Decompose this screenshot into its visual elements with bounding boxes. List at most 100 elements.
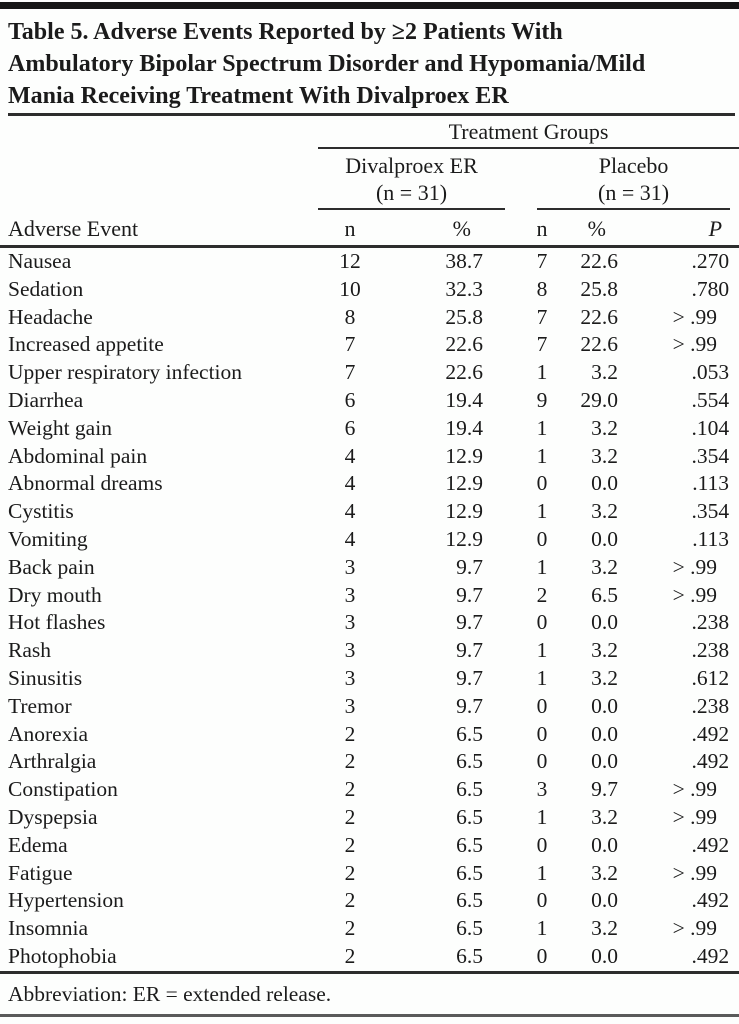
cell-adverse-event: Anorexia: [8, 721, 88, 746]
cell-adverse-event: Back pain: [8, 554, 95, 579]
cell-pbo-n: 9: [536, 387, 548, 412]
cell-p-value: .238: [691, 693, 730, 718]
cell-pbo-n: 1: [536, 554, 548, 579]
cell-der-n: 2: [344, 888, 356, 913]
cell-pbo-n: 1: [536, 665, 548, 690]
cell-pbo-n: 1: [536, 499, 548, 524]
table-row: Hypertension 2 6.5 0 0.0 .492: [0, 887, 739, 915]
cell-pbo-n: 8: [536, 276, 548, 301]
cell-der-pct: 9.7: [456, 582, 483, 607]
table-row: Weight gain 6 19.4 1 3.2 .104: [0, 415, 739, 443]
cell-der-n: 2: [344, 943, 356, 968]
cell-adverse-event: Vomiting: [8, 526, 88, 551]
table-row: Hot flashes 3 9.7 0 0.0 .238: [0, 609, 739, 637]
cell-der-pct: 25.8: [445, 304, 483, 329]
table-row: Increased appetite 7 22.6 7 22.6 > .99: [0, 331, 739, 359]
cell-pbo-pct: 0.0: [591, 888, 618, 913]
cell-der-pct: 12.9: [445, 443, 483, 468]
cell-p-value: .113: [692, 526, 730, 551]
cell-pbo-pct: 6.5: [591, 582, 618, 607]
group-divalproex-header: Divalproex ER (n = 31): [318, 152, 505, 210]
column-header-pbo-pct: %: [574, 210, 630, 248]
cell-der-n: 2: [344, 916, 356, 941]
cell-der-n: 10: [339, 276, 361, 301]
cell-der-pct: 6.5: [456, 860, 483, 885]
cell-der-pct: 12.9: [445, 499, 483, 524]
cell-pbo-pct: 3.2: [591, 665, 618, 690]
cell-der-pct: 9.7: [456, 693, 483, 718]
group-placebo-header: Placebo (n = 31): [537, 152, 731, 210]
cell-p-value: .612: [691, 665, 730, 690]
table-row: Insomnia 2 6.5 1 3.2 > .99: [0, 915, 739, 943]
cell-der-pct: 22.6: [445, 332, 483, 357]
cell-p-value: > .99: [672, 304, 718, 329]
table-row: Upper respiratory infection 7 22.6 1 3.2…: [0, 359, 739, 387]
table-row: Dyspepsia 2 6.5 1 3.2 > .99: [0, 804, 739, 832]
cell-der-n: 4: [344, 499, 356, 524]
cell-pbo-n: 3: [536, 777, 548, 802]
cell-p-value: > .99: [672, 916, 718, 941]
cell-pbo-n: 1: [536, 860, 548, 885]
table-row: Dry mouth 3 9.7 2 6.5 > .99: [0, 582, 739, 610]
cell-der-pct: 6.5: [456, 916, 483, 941]
cell-der-n: 3: [344, 582, 356, 607]
cell-adverse-event: Abdominal pain: [8, 443, 148, 468]
cell-pbo-n: 1: [536, 360, 548, 385]
top-rule: [0, 2, 739, 9]
table-body: Nausea 12 38.7 7 22.6 .270 Sedation 10 3…: [0, 247, 739, 973]
cell-p-value: .354: [691, 499, 730, 524]
cell-p-value: .492: [691, 943, 730, 968]
cell-der-n: 2: [344, 832, 356, 857]
cell-pbo-n: 1: [536, 804, 548, 829]
cell-pbo-n: 0: [536, 749, 548, 774]
group-placebo-n: (n = 31): [598, 180, 670, 205]
cell-pbo-pct: 0.0: [591, 943, 618, 968]
title-line-1: Table 5. Adverse Events Reported by ≥2 P…: [8, 19, 563, 45]
table-row: Cystitis 4 12.9 1 3.2 .354: [0, 498, 739, 526]
cell-der-pct: 19.4: [445, 387, 483, 412]
group-placebo-label: Placebo: [598, 153, 669, 178]
table-row: Photophobia 2 6.5 0 0.0 .492: [0, 943, 739, 972]
title-line-2: Ambulatory Bipolar Spectrum Disorder and…: [8, 51, 646, 77]
cell-pbo-pct: 0.0: [591, 610, 618, 635]
cell-p-value: .113: [692, 471, 730, 496]
table-row: Diarrhea 6 19.4 9 29.0 .554: [0, 387, 739, 415]
cell-pbo-n: 0: [536, 721, 548, 746]
cell-p-value: .780: [691, 276, 730, 301]
table-row: Arthralgia 2 6.5 0 0.0 .492: [0, 748, 739, 776]
cell-der-pct: 9.7: [456, 638, 483, 663]
cell-pbo-pct: 0.0: [591, 749, 618, 774]
cell-pbo-n: 0: [536, 943, 548, 968]
cell-adverse-event: Fatigue: [8, 860, 73, 885]
cell-pbo-pct: 29.0: [580, 387, 618, 412]
table-row: Back pain 3 9.7 1 3.2 > .99: [0, 554, 739, 582]
group-divalproex-n: (n = 31): [375, 180, 448, 205]
table-row: Headache 8 25.8 7 22.6 > .99: [0, 304, 739, 332]
cell-pbo-n: 1: [536, 443, 548, 468]
table-row: Tremor 3 9.7 0 0.0 .238: [0, 693, 739, 721]
cell-p-value: .238: [691, 638, 730, 663]
cell-pbo-n: 0: [536, 832, 548, 857]
treatment-groups-row: Treatment Groups: [0, 116, 739, 149]
cell-der-n: 7: [344, 360, 356, 385]
cell-der-pct: 12.9: [445, 526, 483, 551]
cell-der-n: 6: [344, 387, 356, 412]
group-divalproex-label: Divalproex ER: [345, 153, 478, 178]
table-row: Fatigue 2 6.5 1 3.2 > .99: [0, 860, 739, 888]
cell-pbo-pct: 0.0: [591, 693, 618, 718]
cell-der-n: 2: [344, 777, 356, 802]
title-line-3: Mania Receiving Treatment With Divalproe…: [8, 83, 509, 109]
cell-pbo-pct: 22.6: [580, 249, 618, 273]
group-header-row: Divalproex ER (n = 31) Placebo (n = 31): [0, 148, 739, 210]
cell-adverse-event: Dry mouth: [8, 582, 102, 607]
cell-pbo-n: 1: [536, 415, 548, 440]
cell-pbo-n: 0: [536, 610, 548, 635]
cell-adverse-event: Cystitis: [8, 499, 74, 524]
cell-der-n: 6: [344, 415, 356, 440]
cell-der-pct: 9.7: [456, 665, 483, 690]
cell-pbo-pct: 3.2: [591, 415, 618, 440]
cell-der-pct: 6.5: [456, 943, 483, 968]
cell-pbo-n: 1: [536, 638, 548, 663]
cell-der-n: 3: [344, 693, 356, 718]
